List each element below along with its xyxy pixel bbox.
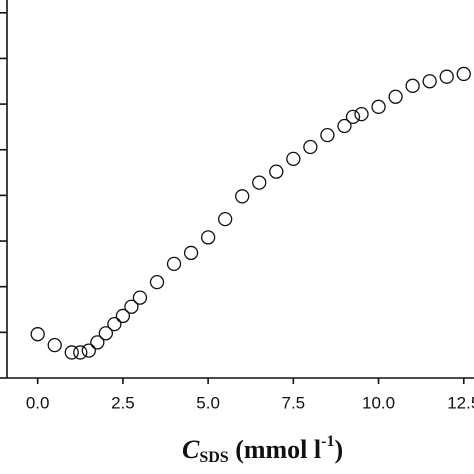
marker [269, 164, 284, 179]
marker [303, 139, 318, 155]
marker [337, 118, 352, 134]
marker [149, 274, 165, 290]
marker [235, 189, 250, 204]
x-axis-label: CSDS (mmol l-1) [182, 433, 343, 466]
x-tick-label: 5.0 [196, 393, 220, 412]
x-tick-label: 2.5 [111, 393, 135, 412]
marker [30, 327, 45, 342]
marker [422, 74, 437, 89]
marker [90, 335, 105, 350]
marker [166, 256, 182, 272]
marker [388, 89, 403, 104]
marker [405, 78, 420, 93]
marker [47, 337, 62, 353]
marker [64, 345, 79, 360]
marker [456, 66, 471, 82]
marker [286, 151, 301, 167]
marker [200, 230, 216, 245]
x-tick-label: 7.5 [282, 393, 306, 412]
marker [183, 245, 199, 261]
x-tick-label: 10.0 [362, 393, 395, 412]
marker [354, 106, 369, 122]
marker [320, 127, 335, 143]
marker [124, 299, 139, 314]
marker [98, 326, 114, 341]
x-tick-label: 12.5 [447, 393, 474, 412]
marker [73, 345, 88, 360]
marker [439, 69, 454, 84]
marker [107, 316, 122, 332]
marker [252, 175, 267, 190]
marker [371, 99, 386, 114]
marker [345, 109, 361, 125]
marker [115, 308, 131, 324]
marker [218, 211, 233, 227]
marker [132, 290, 148, 305]
x-tick-label: 0.0 [26, 393, 50, 412]
marker [81, 343, 96, 358]
